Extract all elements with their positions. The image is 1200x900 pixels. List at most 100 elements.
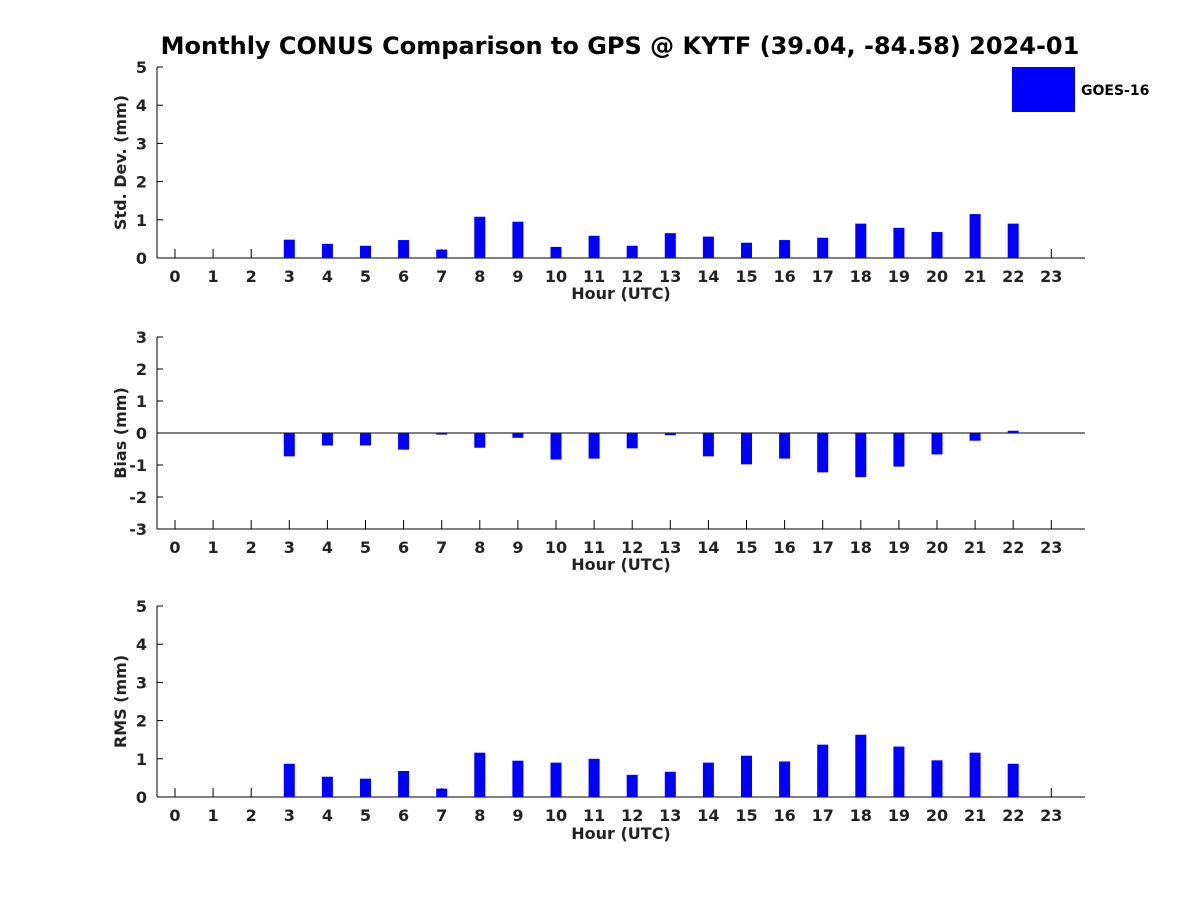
y-tick-label: 2 — [136, 360, 147, 379]
y-tick-label: 3 — [136, 673, 147, 692]
bar-hour-6 — [398, 771, 410, 797]
x-tick-label: 17 — [812, 806, 834, 825]
x-tick-label: 6 — [398, 806, 409, 825]
x-tick-label: 23 — [1040, 538, 1062, 557]
y-tick-label: 0 — [136, 788, 147, 807]
bar-hour-10 — [550, 433, 562, 460]
x-tick-label: 11 — [583, 538, 605, 557]
legend-label: GOES-16 — [1081, 83, 1149, 99]
x-tick-label: 5 — [360, 806, 371, 825]
bar-hour-19 — [893, 433, 905, 467]
bar-hour-9 — [512, 433, 524, 438]
x-tick-label: 13 — [659, 806, 681, 825]
x-tick-label: 23 — [1040, 806, 1062, 825]
x-tick-label: 14 — [697, 267, 719, 286]
bar-hour-9 — [512, 760, 524, 797]
x-tick-label: 4 — [322, 538, 333, 557]
bar-hour-17 — [817, 237, 829, 258]
x-tick-label: 18 — [850, 806, 872, 825]
y-tick-label: -3 — [129, 520, 147, 539]
bar-hour-8 — [474, 752, 486, 797]
y-tick-label: 1 — [136, 392, 147, 411]
bar-hour-10 — [550, 246, 562, 258]
bar-hour-7 — [436, 433, 448, 435]
x-tick-label: 0 — [169, 538, 180, 557]
x-tick-label: 14 — [697, 538, 719, 557]
x-tick-label: 20 — [926, 538, 948, 557]
x-tick-label: 15 — [735, 538, 757, 557]
y-axis-label: RMS (mm) — [111, 655, 130, 748]
bar-hour-17 — [817, 433, 829, 473]
y-tick-label: -1 — [129, 456, 147, 475]
bar-hour-19 — [893, 227, 905, 258]
bar-hour-7 — [436, 788, 448, 797]
bar-hour-20 — [931, 433, 943, 455]
bar-hour-13 — [664, 771, 676, 797]
x-tick-label: 11 — [583, 806, 605, 825]
x-tick-label: 1 — [208, 806, 219, 825]
x-tick-label: 23 — [1040, 267, 1062, 286]
x-tick-label: 1 — [208, 538, 219, 557]
x-tick-label: 13 — [659, 538, 681, 557]
x-tick-label: 1 — [208, 267, 219, 286]
bar-hour-15 — [741, 242, 752, 258]
y-tick-label: 4 — [136, 635, 147, 654]
bar-hour-22 — [1007, 763, 1019, 797]
bar-hour-20 — [931, 232, 943, 258]
x-tick-label: 12 — [621, 806, 643, 825]
legend: GOES-16 — [1012, 67, 1149, 112]
bar-hour-11 — [588, 433, 600, 459]
bar-hour-14 — [702, 433, 714, 457]
x-tick-label: 6 — [398, 267, 409, 286]
bar-hour-5 — [360, 433, 371, 446]
bar-hour-9 — [512, 221, 524, 258]
bar-hour-15 — [741, 433, 752, 465]
x-tick-label: 8 — [474, 806, 485, 825]
x-tick-label: 2 — [246, 538, 257, 557]
x-tick-label: 12 — [621, 538, 643, 557]
x-tick-label: 5 — [360, 267, 371, 286]
bar-hour-13 — [664, 433, 676, 436]
bar-hour-6 — [398, 433, 410, 450]
bar-hour-8 — [474, 433, 486, 448]
x-tick-label: 0 — [169, 806, 180, 825]
x-tick-label: 15 — [735, 806, 757, 825]
x-tick-label: 5 — [360, 538, 371, 557]
x-tick-label: 11 — [583, 267, 605, 286]
bar-hour-17 — [817, 744, 829, 797]
bar-hour-13 — [664, 233, 676, 258]
bar-hour-11 — [588, 235, 600, 258]
x-axis-label: Hour (UTC) — [571, 284, 671, 303]
x-tick-label: 20 — [926, 267, 948, 286]
bar-hour-3 — [283, 433, 295, 457]
x-tick-label: 9 — [512, 806, 523, 825]
bar-hour-16 — [779, 761, 791, 797]
x-tick-label: 7 — [436, 806, 447, 825]
x-tick-label: 9 — [512, 267, 523, 286]
bar-hour-12 — [626, 245, 638, 258]
x-tick-label: 22 — [1002, 538, 1024, 557]
x-tick-label: 20 — [926, 806, 948, 825]
bar-hour-16 — [779, 240, 791, 258]
x-tick-label: 12 — [621, 267, 643, 286]
x-tick-label: 21 — [964, 806, 986, 825]
legend-swatch — [1012, 67, 1075, 112]
bar-hour-4 — [321, 243, 333, 258]
x-tick-label: 3 — [284, 806, 295, 825]
bar-hour-20 — [931, 760, 943, 797]
x-tick-label: 3 — [284, 267, 295, 286]
bar-hour-16 — [779, 433, 791, 459]
y-axis-label: Bias (mm) — [111, 387, 130, 479]
x-tick-label: 19 — [888, 267, 910, 286]
y-tick-label: 5 — [136, 58, 147, 77]
y-tick-label: -2 — [129, 488, 147, 507]
bar-hour-11 — [588, 758, 600, 797]
x-tick-label: 7 — [436, 267, 447, 286]
bar-hour-3 — [283, 763, 295, 797]
bar-hour-21 — [969, 752, 981, 797]
chart-title: Monthly CONUS Comparison to GPS @ KYTF (… — [161, 32, 1080, 60]
x-tick-label: 14 — [697, 806, 719, 825]
